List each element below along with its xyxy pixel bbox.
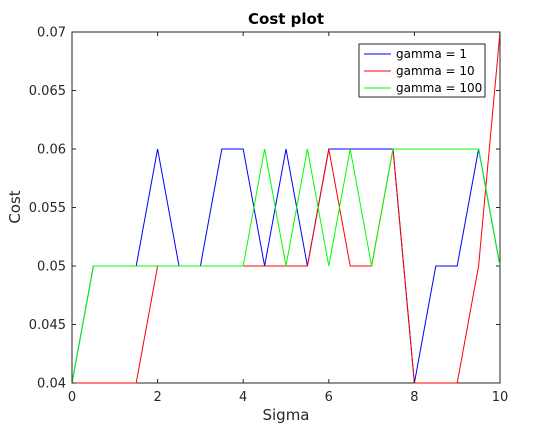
x-tick-label: 8	[410, 390, 418, 405]
data-point-2-4	[157, 265, 158, 266]
y-tick-label: 0.055	[29, 201, 66, 216]
series-layer	[71, 31, 501, 384]
y-tick-label: 0.045	[29, 318, 66, 333]
data-point-2-17	[435, 148, 436, 149]
data-point-0-10	[285, 148, 286, 149]
x-tick-label: 10	[492, 390, 509, 405]
data-point-2-11	[307, 148, 308, 149]
legend-label-1: gamma = 10	[396, 64, 475, 78]
data-point-0-4	[157, 148, 158, 149]
data-point-2-5	[178, 265, 179, 266]
x-tick-label: 6	[325, 390, 333, 405]
data-point-2-19	[478, 148, 479, 149]
data-point-0-18	[457, 265, 458, 266]
series-line-0	[71, 148, 501, 384]
data-point-2-9	[264, 148, 265, 149]
data-point-0-17	[435, 265, 436, 266]
data-point-1-11	[307, 265, 308, 266]
x-axis-title: Sigma	[262, 406, 309, 424]
data-point-2-14	[371, 265, 372, 266]
data-point-0-7	[221, 148, 222, 149]
data-point-2-7	[221, 265, 222, 266]
data-point-1-18	[457, 382, 458, 383]
data-point-2-15	[392, 148, 393, 149]
legend-label-0: gamma = 1	[396, 47, 467, 61]
data-point-0-14	[371, 148, 372, 149]
data-point-1-2	[114, 382, 115, 383]
y-tick-label: 0.05	[37, 260, 66, 275]
data-point-2-18	[457, 148, 458, 149]
y-tick-label: 0.07	[37, 26, 66, 41]
data-point-2-8	[243, 265, 244, 266]
data-point-2-10	[285, 265, 286, 266]
data-point-2-12	[328, 265, 329, 266]
data-point-1-17	[435, 382, 436, 383]
data-point-2-2	[114, 265, 115, 266]
y-tick-label: 0.04	[37, 377, 66, 392]
y-axis-title: Cost	[6, 190, 24, 223]
y-tick-label: 0.065	[29, 84, 66, 99]
x-tick-label: 4	[239, 390, 247, 405]
data-point-2-6	[200, 265, 201, 266]
data-point-1-1	[93, 382, 94, 383]
data-point-2-16	[414, 148, 415, 149]
data-point-2-1	[93, 265, 94, 266]
x-tick-label: 0	[68, 390, 76, 405]
axes-layer: 0 2 4 6 8 10 0.04 0.045 0.05 0.055 0.06 0.065 0.07	[29, 26, 508, 406]
legend-label-2: gamma = 100	[396, 81, 482, 95]
data-point-1-3	[136, 382, 137, 383]
chart-title: Cost plot	[248, 10, 324, 28]
data-point-1-19	[478, 265, 479, 266]
data-point-1-12	[328, 148, 329, 149]
data-point-0-8	[243, 148, 244, 149]
data-point-2-3	[136, 265, 137, 266]
data-point-1-9	[264, 265, 265, 266]
series-line-2	[71, 148, 501, 384]
x-tick-label: 2	[153, 390, 161, 405]
data-point-2-13	[350, 148, 351, 149]
y-tick-label: 0.06	[37, 143, 66, 158]
legend: gamma = 1 gamma = 10 gamma = 100	[358, 43, 486, 98]
data-point-1-13	[350, 265, 351, 266]
